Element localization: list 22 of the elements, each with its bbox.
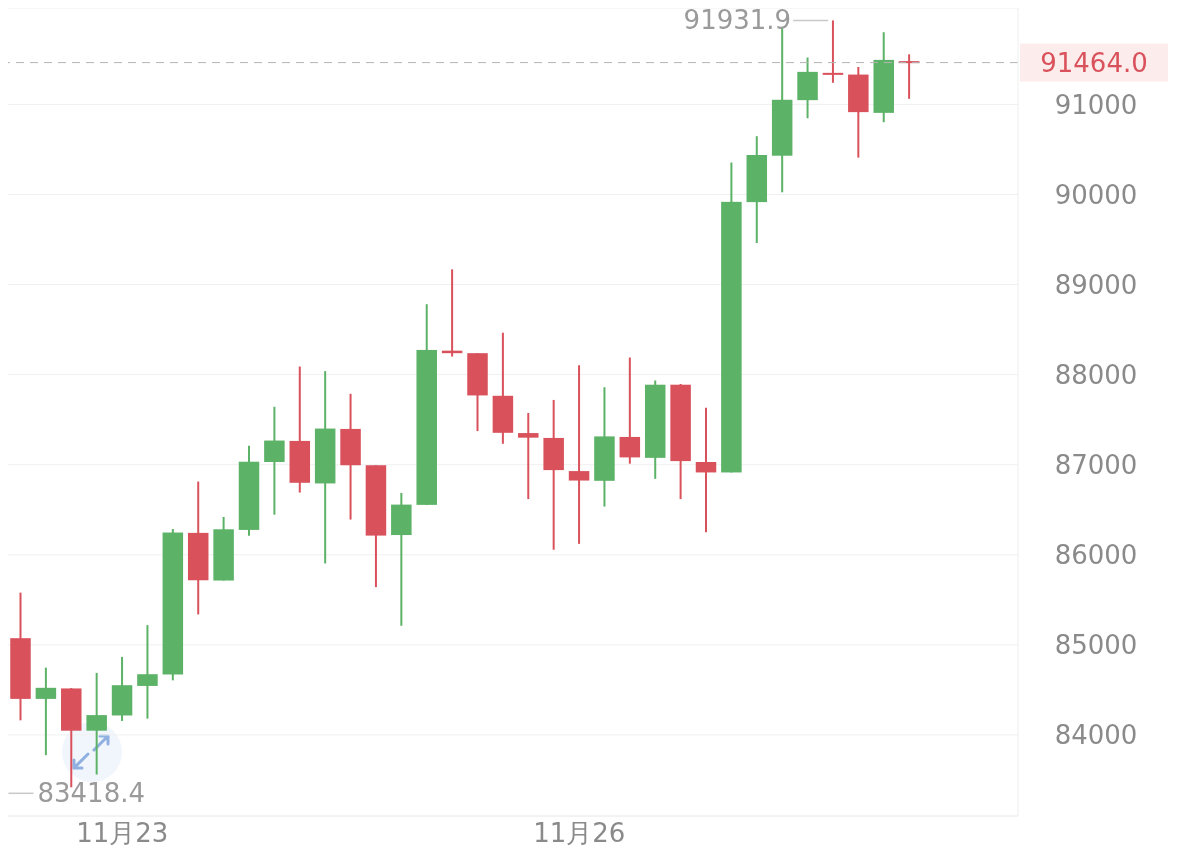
- y-tick-label: 84000: [1054, 720, 1138, 751]
- candlestick: [86, 671, 107, 776]
- candlestick: [518, 411, 539, 501]
- candlestick: [264, 405, 285, 516]
- y-tick-label: 89000: [1054, 269, 1138, 300]
- candlestick: [695, 406, 717, 534]
- y-tick-label: 86000: [1054, 540, 1138, 570]
- x-tick-label: 11月26: [533, 818, 626, 849]
- candlestick: [568, 364, 590, 545]
- candlestick: [137, 624, 158, 720]
- ref-line-label: 91464.0: [1040, 47, 1148, 78]
- annotation: 83418.4: [37, 778, 145, 809]
- x-tick-label: 11月23: [76, 818, 169, 849]
- annotation: 91931.9: [683, 5, 792, 36]
- candlestick: [35, 666, 57, 757]
- y-tick-label: 87000: [1054, 449, 1138, 480]
- candlestick: [822, 19, 844, 84]
- y-tick-label: 90000: [1054, 179, 1138, 210]
- y-tick-label: 91000: [1054, 89, 1138, 120]
- y-tick-label: 85000: [1054, 630, 1138, 661]
- candlestick: [619, 356, 641, 465]
- y-tick-label: 88000: [1054, 359, 1138, 390]
